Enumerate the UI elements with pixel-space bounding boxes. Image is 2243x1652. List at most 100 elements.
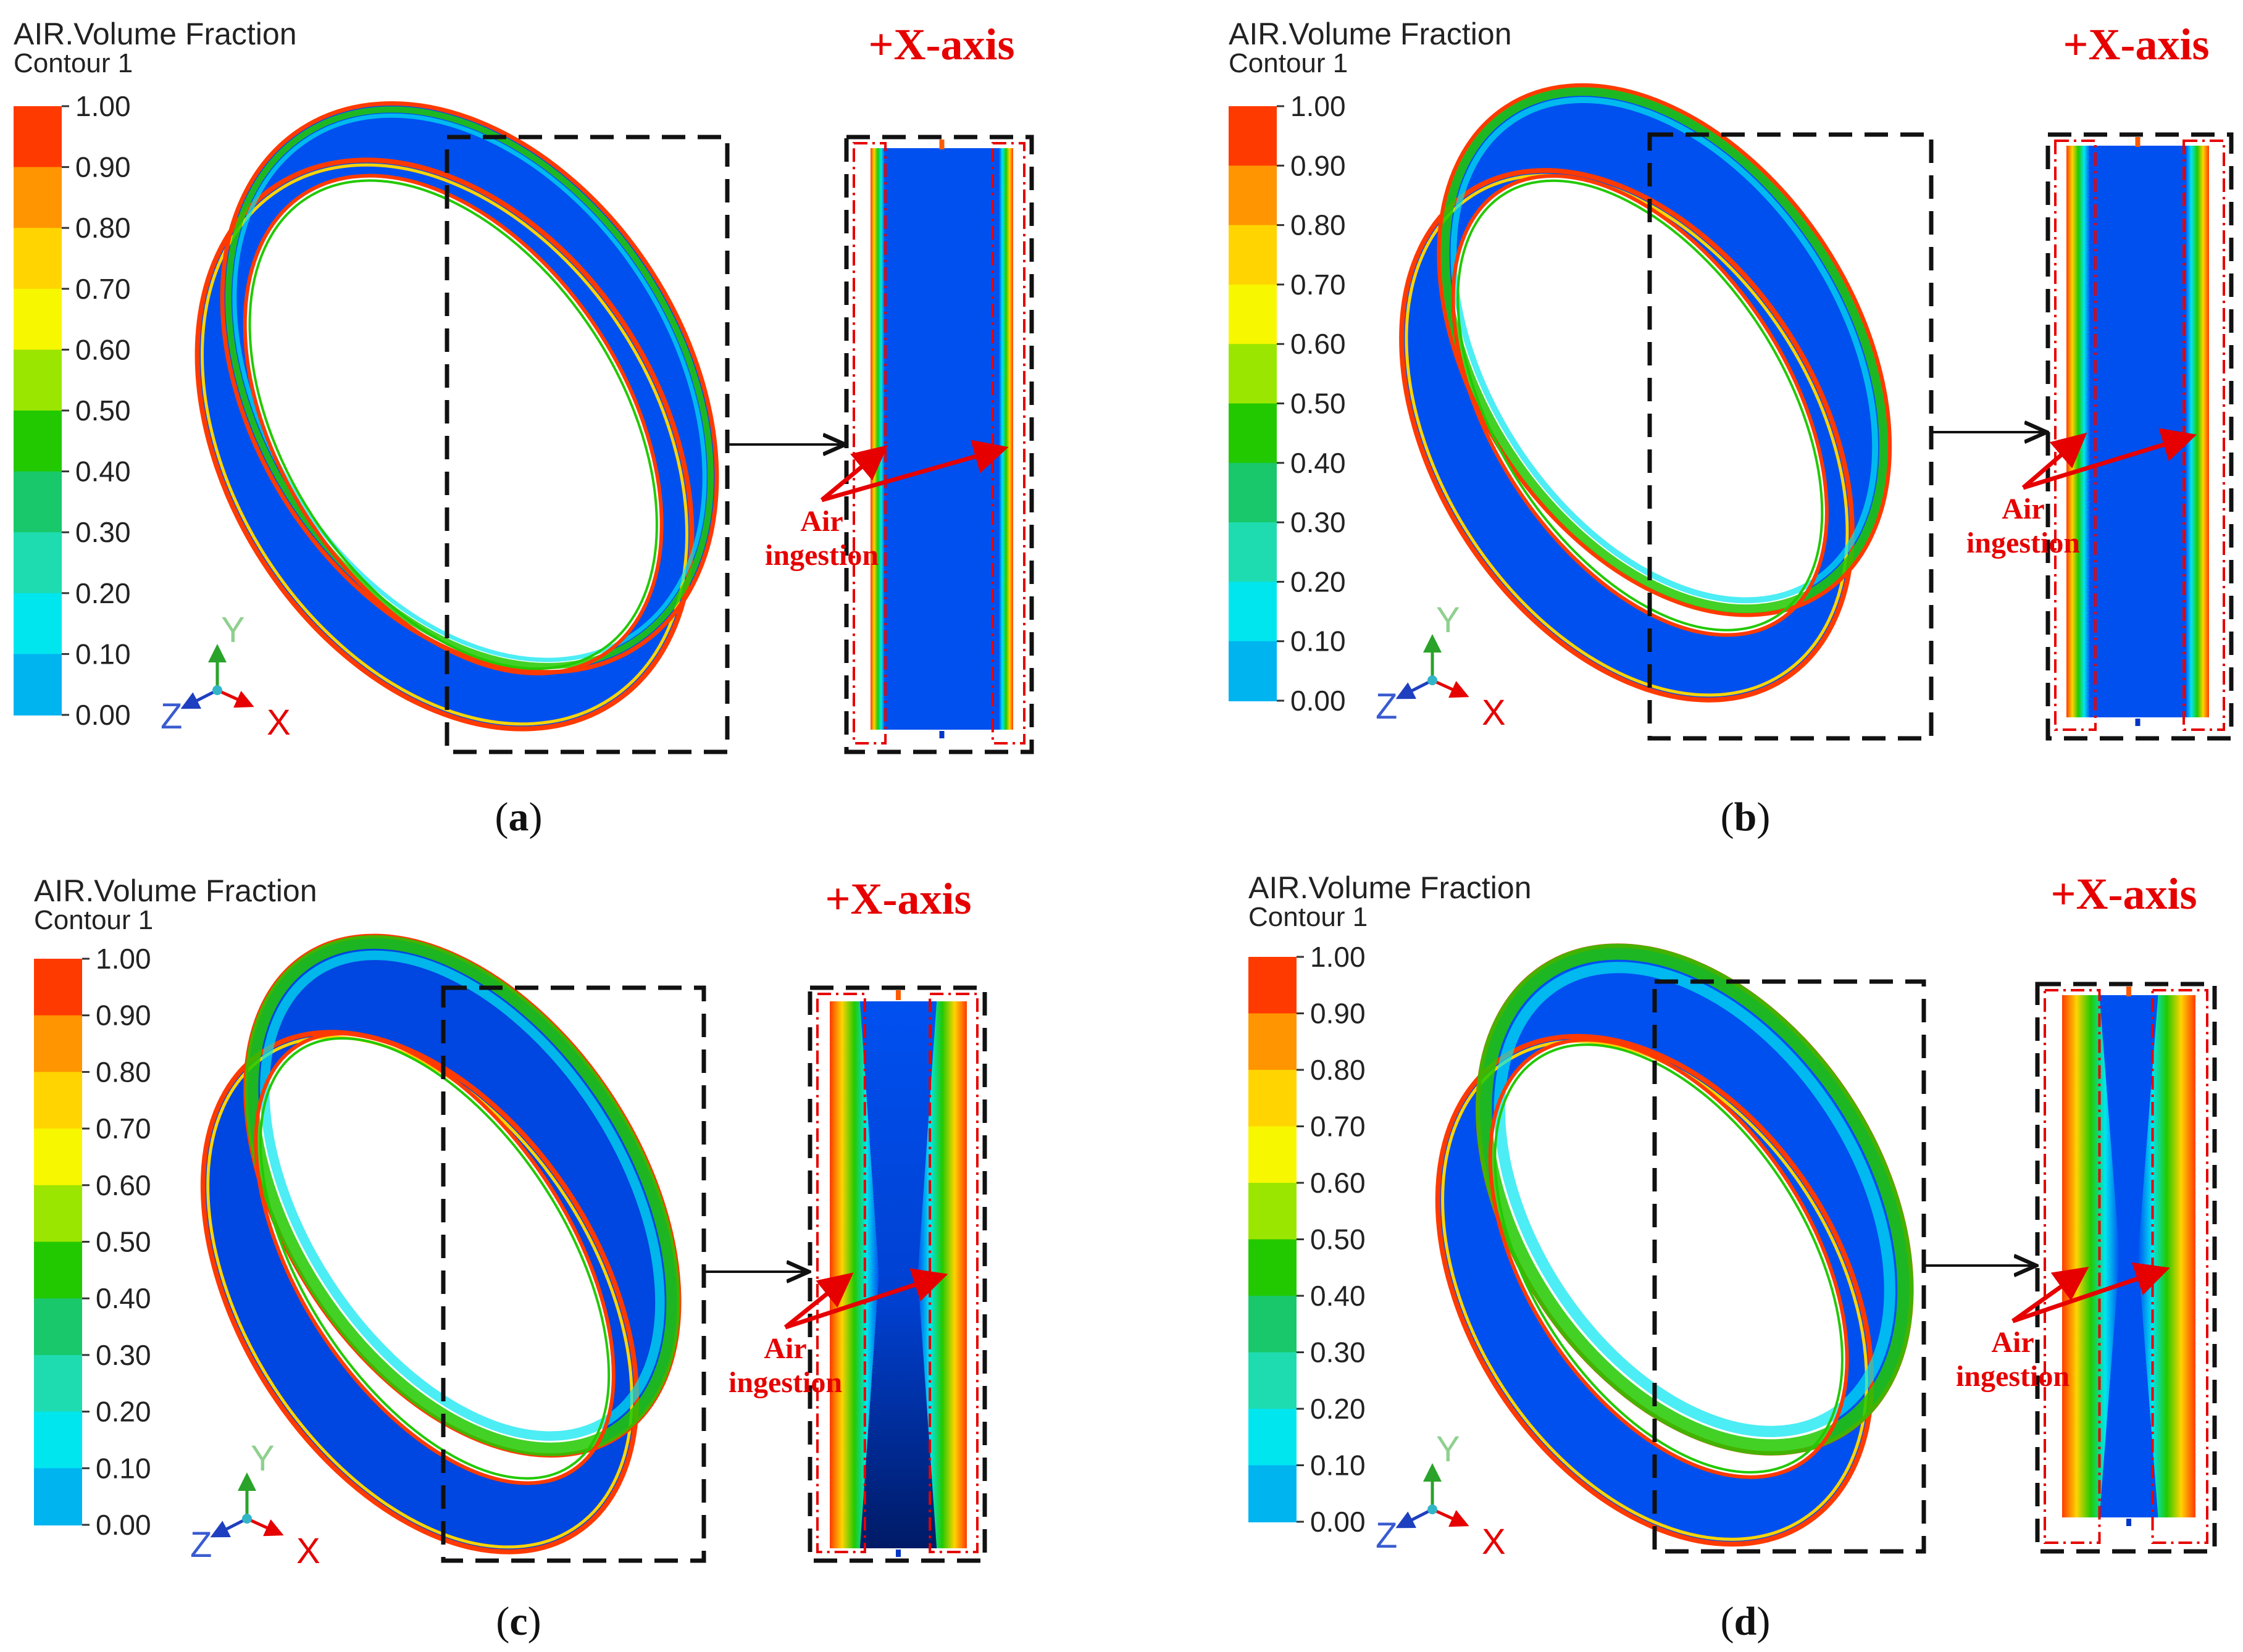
coordinate-triad: Y Z X xyxy=(190,1438,320,1571)
ring-shape xyxy=(1399,83,1892,703)
colorbar-swatch xyxy=(1229,582,1277,642)
axis-header: +X-axis xyxy=(868,20,1014,69)
strip-frame xyxy=(808,985,987,1563)
colorbar-tick-label: 0.30 xyxy=(96,1339,151,1371)
caption-open: ( xyxy=(1721,795,1734,840)
ring-inner-edge-green xyxy=(248,179,658,670)
colorbar-tick-label: 0.10 xyxy=(75,638,131,670)
strip-edge-right xyxy=(2185,146,2209,717)
colorbar-swatch xyxy=(14,106,62,168)
colorbar-tick-label: 0.00 xyxy=(1290,685,1346,717)
colorbar-swatch xyxy=(1248,1183,1297,1240)
ring-back-rim-glow xyxy=(225,106,714,669)
colorbar-tick-label: 0.90 xyxy=(1290,149,1346,181)
triad-z-label: Z xyxy=(161,696,182,736)
strip-frame xyxy=(2045,132,2234,741)
colorbar-swatch xyxy=(1248,1239,1297,1296)
zoom-box xyxy=(1647,132,1934,741)
ingestion-arrow-right xyxy=(2022,428,2197,490)
colorbar-swatch xyxy=(1229,106,1277,167)
panel-caption: (a) xyxy=(495,795,543,840)
strip-edge-left xyxy=(2062,995,2120,1517)
triad-z-axis xyxy=(1395,1508,1434,1529)
caption-letter: d xyxy=(1734,1599,1757,1644)
colorbar-tick-label: 0.30 xyxy=(1290,506,1346,538)
triad-z-label: Z xyxy=(1376,686,1397,727)
air-ingestion-label-line1: Air xyxy=(1991,1326,2034,1359)
strip-top-mark xyxy=(939,140,945,149)
colorbar-swatch xyxy=(1248,1070,1297,1127)
air-ingestion-label-line1: Air xyxy=(800,505,843,538)
ring-front-rim xyxy=(1399,168,1855,703)
colorbar-swatch xyxy=(14,228,62,290)
colorbar-swatch xyxy=(34,1468,82,1525)
colorbar-tick-label: 0.80 xyxy=(96,1056,151,1088)
colorbar-swatch xyxy=(1248,957,1297,1014)
colorbar-title: AIR.Volume Fraction xyxy=(1229,17,1512,51)
strip-bottom-mark xyxy=(896,1550,901,1557)
colorbar-tick-label: 0.60 xyxy=(75,333,131,365)
colorbar-title: AIR.Volume Fraction xyxy=(34,874,317,908)
air-ingestion-label-line2: ingestion xyxy=(1956,1360,2070,1393)
ingestion-arrow-left xyxy=(820,445,888,502)
triad-origin xyxy=(1427,675,1437,685)
strip-edge-left xyxy=(2066,146,2091,717)
caption-letter: b xyxy=(1734,795,1757,840)
strip-edge-right xyxy=(2137,995,2195,1517)
colorbar-title: AIR.Volume Fraction xyxy=(14,17,297,51)
colorbar-tick-label: 0.50 xyxy=(96,1226,151,1258)
ingestion-zone-right xyxy=(929,993,979,1553)
colorbar-tick-label: 0.70 xyxy=(1290,269,1346,301)
ring-shape xyxy=(194,101,719,732)
colorbar: 1.00 0.90 0.80 0.70 0.60 0.50 0.40 0.30 0.20 0.10… xyxy=(1248,941,1366,1538)
triad-x-axis xyxy=(1431,1508,1469,1527)
ring-hole xyxy=(256,1033,614,1483)
colorbar-swatch xyxy=(1229,344,1277,404)
colorbar-tick-label: 0.10 xyxy=(1310,1450,1366,1482)
strip-bottom-mark xyxy=(939,731,945,738)
ring-inner-edge-green xyxy=(1456,179,1824,632)
colorbar-swatch xyxy=(34,1185,82,1243)
triad-x-label: X xyxy=(267,703,291,743)
strip-bottom-mark xyxy=(2135,719,2141,726)
colorbar-swatch xyxy=(34,1072,82,1130)
colorbar-subtitle: Contour 1 xyxy=(34,905,153,935)
ring-back-rim-cyan xyxy=(232,113,707,662)
triad-z-label: Z xyxy=(1376,1516,1397,1556)
ring-back-rim xyxy=(220,101,719,675)
ring-back-rim-glow xyxy=(1440,87,1888,614)
colorbar-swatch xyxy=(1248,1465,1297,1522)
colorbar-tick-label: 0.40 xyxy=(75,456,131,488)
colorbar-tick-label: 1.00 xyxy=(1310,941,1366,973)
colorbar-tick-label: 0.20 xyxy=(1310,1393,1366,1425)
colorbar-swatch xyxy=(14,532,62,594)
colorbar-swatch xyxy=(1229,165,1277,226)
coordinate-triad: Y Z X xyxy=(161,610,291,743)
caption-letter: c xyxy=(509,1599,527,1644)
triad-y-label: Y xyxy=(1436,600,1460,640)
colorbar-tick-label: 0.20 xyxy=(1290,565,1346,598)
caption-close: ) xyxy=(528,1599,541,1644)
axis-header: +X-axis xyxy=(825,874,971,924)
triad-x-axis xyxy=(1431,678,1469,698)
colorbar-swatch xyxy=(14,471,62,533)
colorbar-swatch xyxy=(14,593,62,655)
strip-body xyxy=(871,148,1013,730)
air-ingestion-label-line1: Air xyxy=(764,1332,806,1365)
triad-z-axis xyxy=(210,1517,248,1538)
strip-top-mark xyxy=(2126,987,2131,996)
ring-shape xyxy=(200,933,682,1554)
caption-open: ( xyxy=(496,1599,509,1644)
colorbar-tick-label: 0.80 xyxy=(1310,1054,1366,1086)
triad-y-label: Y xyxy=(221,610,245,650)
colorbar-tick-label: 0.00 xyxy=(96,1509,151,1541)
ingestion-arrow-right xyxy=(784,1268,948,1330)
colorbar-tick-label: 0.90 xyxy=(1310,998,1366,1030)
colorbar-swatch xyxy=(1248,1409,1297,1466)
triad-x-axis xyxy=(246,1517,284,1537)
ring-inner-edge-green xyxy=(1493,1043,1844,1474)
triad-y-label: Y xyxy=(251,1438,275,1479)
